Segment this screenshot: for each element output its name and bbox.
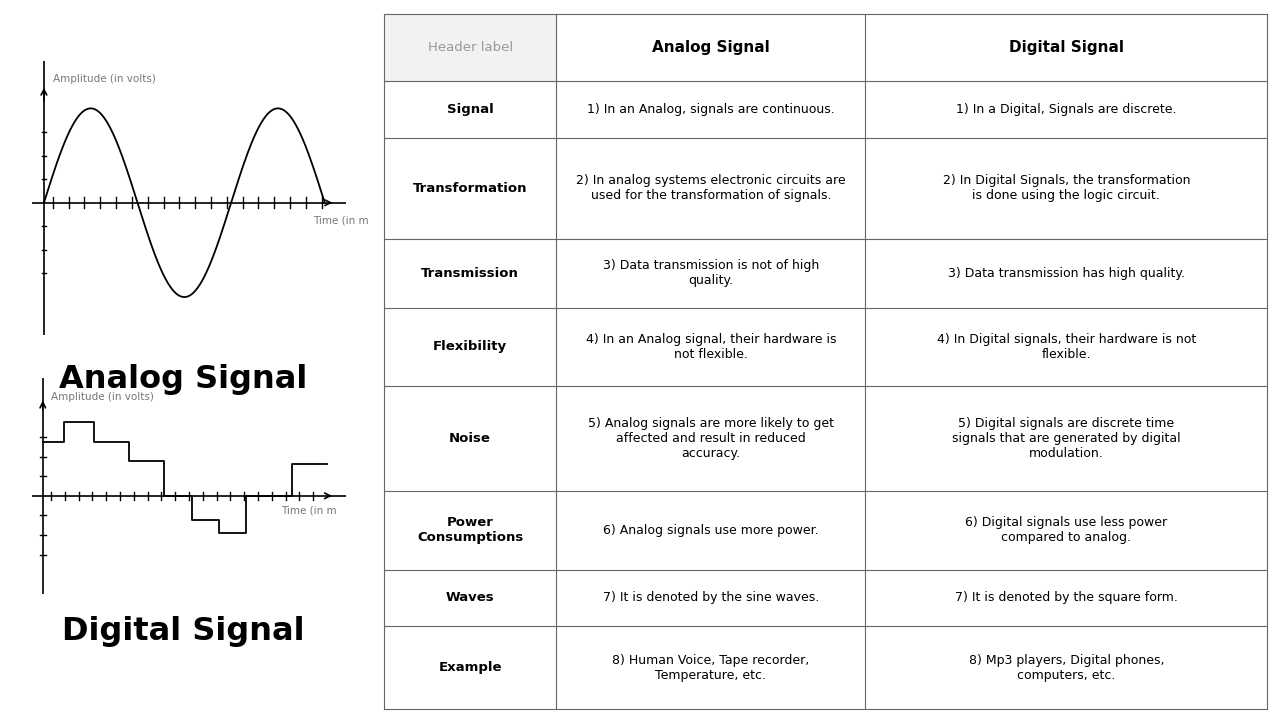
Text: 4) In an Analog signal, their hardware is
not flexible.: 4) In an Analog signal, their hardware i… — [585, 333, 836, 361]
Text: 5) Digital signals are discrete time
signals that are generated by digital
modul: 5) Digital signals are discrete time sig… — [952, 417, 1180, 460]
Text: 7) It is denoted by the square form.: 7) It is denoted by the square form. — [955, 592, 1178, 605]
Text: Amplitude (in volts): Amplitude (in volts) — [51, 392, 154, 402]
Text: 8) Human Voice, Tape recorder,
Temperature, etc.: 8) Human Voice, Tape recorder, Temperatu… — [612, 654, 809, 682]
Text: Transmission: Transmission — [421, 266, 520, 279]
Text: 6) Analog signals use more power.: 6) Analog signals use more power. — [603, 524, 819, 537]
Text: Flexibility: Flexibility — [433, 340, 507, 353]
Text: 2) In analog systems electronic circuits are
used for the transformation of sign: 2) In analog systems electronic circuits… — [576, 174, 846, 202]
Text: Waves: Waves — [445, 592, 494, 605]
Text: 3) Data transmission is not of high
quality.: 3) Data transmission is not of high qual… — [603, 259, 819, 287]
Text: Power
Consumptions: Power Consumptions — [417, 516, 524, 544]
Text: 5) Analog signals are more likely to get
affected and result in reduced
accuracy: 5) Analog signals are more likely to get… — [588, 417, 833, 460]
Text: Signal: Signal — [447, 102, 494, 116]
Text: Digital Signal: Digital Signal — [1009, 40, 1124, 55]
Text: Analog Signal: Analog Signal — [652, 40, 769, 55]
Text: Transformation: Transformation — [413, 181, 527, 194]
Text: Digital Signal: Digital Signal — [61, 616, 305, 647]
Text: Time (in m: Time (in m — [280, 505, 337, 516]
Text: Time (in m: Time (in m — [312, 215, 369, 225]
Text: 1) In an Analog, signals are continuous.: 1) In an Analog, signals are continuous. — [588, 102, 835, 116]
Text: 8) Mp3 players, Digital phones,
computers, etc.: 8) Mp3 players, Digital phones, computer… — [969, 654, 1164, 682]
Text: 2) In Digital Signals, the transformation
is done using the logic circuit.: 2) In Digital Signals, the transformatio… — [942, 174, 1190, 202]
Text: 6) Digital signals use less power
compared to analog.: 6) Digital signals use less power compar… — [965, 516, 1167, 544]
Text: Header label: Header label — [428, 41, 513, 54]
Text: 7) It is denoted by the sine waves.: 7) It is denoted by the sine waves. — [603, 592, 819, 605]
Text: Amplitude (in volts): Amplitude (in volts) — [52, 74, 156, 84]
Text: Analog Signal: Analog Signal — [59, 364, 307, 395]
Text: 1) In a Digital, Signals are discrete.: 1) In a Digital, Signals are discrete. — [956, 102, 1176, 116]
Text: Example: Example — [438, 662, 502, 675]
FancyBboxPatch shape — [384, 14, 557, 81]
Text: 3) Data transmission has high quality.: 3) Data transmission has high quality. — [947, 266, 1185, 279]
Text: 4) In Digital signals, their hardware is not
flexible.: 4) In Digital signals, their hardware is… — [937, 333, 1196, 361]
Text: Noise: Noise — [449, 432, 492, 445]
